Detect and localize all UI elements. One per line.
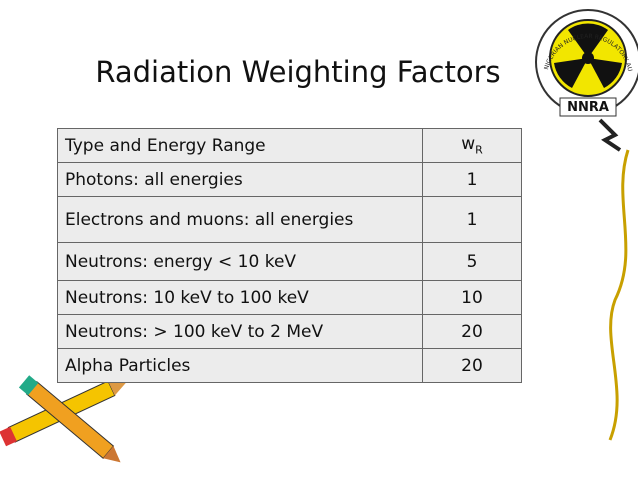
- type-cell: Photons: all energies: [57, 162, 423, 197]
- factor-cell: 20: [422, 314, 522, 349]
- factor-cell: 1: [422, 196, 522, 243]
- table-row: Photons: all energies 1: [57, 162, 522, 197]
- table-row: Neutrons: 10 keV to 100 keV 10: [57, 280, 522, 315]
- header-symbol: w: [461, 134, 476, 155]
- header-row: Type and Energy Range wR: [57, 128, 522, 163]
- table-row: Alpha Particles 20: [57, 348, 522, 383]
- header-cell: Type and Energy Range: [57, 128, 423, 163]
- table-row: Neutrons: > 100 keV to 2 MeV 20: [57, 314, 522, 349]
- type-cell: Neutrons: energy < 10 keV: [57, 242, 423, 281]
- table-row: Electrons and muons: all energies 1: [57, 196, 522, 243]
- table: Type and Energy Range wR Photons: all ener…: [57, 128, 522, 383]
- factor-cell: 5: [422, 242, 522, 281]
- logo-label: NNRA: [567, 100, 609, 115]
- factor-cell: 10: [422, 280, 522, 315]
- header-cell: wR: [422, 128, 522, 163]
- type-cell: Alpha Particles: [57, 348, 423, 383]
- table-row: Neutrons: energy < 10 keV 5: [57, 242, 522, 281]
- factor-cell: 20: [422, 348, 522, 383]
- type-cell: Neutrons: 10 keV to 100 keV: [57, 280, 423, 315]
- type-cell: Electrons and muons: all energies: [57, 196, 423, 243]
- factor-cell: 1: [422, 162, 522, 197]
- header-subscript: R: [475, 143, 483, 157]
- type-cell: Neutrons: > 100 keV to 2 MeV: [57, 314, 423, 349]
- slide-title: Radiation Weighting Factors: [95, 55, 501, 89]
